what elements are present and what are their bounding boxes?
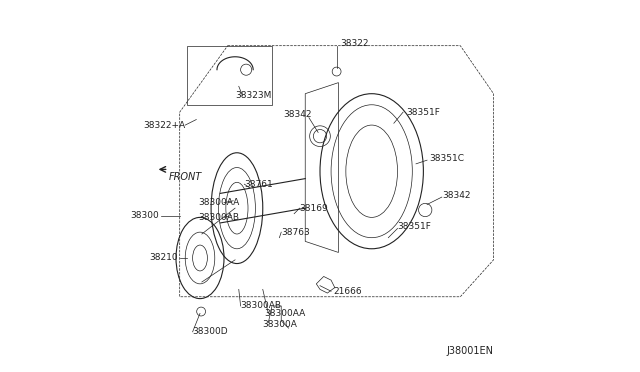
Text: 38351F: 38351F <box>397 222 431 231</box>
Text: 38761: 38761 <box>244 180 273 189</box>
Text: 38300AA: 38300AA <box>264 309 306 318</box>
Text: 38300A: 38300A <box>263 320 298 329</box>
Text: 38351C: 38351C <box>429 154 464 163</box>
Text: FRONT: FRONT <box>168 172 202 182</box>
Text: 38300: 38300 <box>131 211 159 220</box>
Text: 38322: 38322 <box>340 39 369 48</box>
Text: 38351F: 38351F <box>407 108 441 117</box>
Text: 38323M: 38323M <box>235 91 271 100</box>
Text: 38342: 38342 <box>442 191 470 200</box>
Text: 38342: 38342 <box>284 109 312 119</box>
Text: 38300AB: 38300AB <box>241 301 282 311</box>
Text: 38763: 38763 <box>281 228 310 237</box>
Text: 38169: 38169 <box>300 203 328 213</box>
Text: 38300D: 38300D <box>193 327 228 336</box>
Text: 21666: 21666 <box>333 287 362 296</box>
Text: J38001EN: J38001EN <box>447 346 493 356</box>
Text: 38300AA: 38300AA <box>198 198 239 207</box>
Text: 38210: 38210 <box>149 253 178 263</box>
Text: 38300AB: 38300AB <box>198 213 239 222</box>
Text: 38322+A: 38322+A <box>143 121 185 129</box>
